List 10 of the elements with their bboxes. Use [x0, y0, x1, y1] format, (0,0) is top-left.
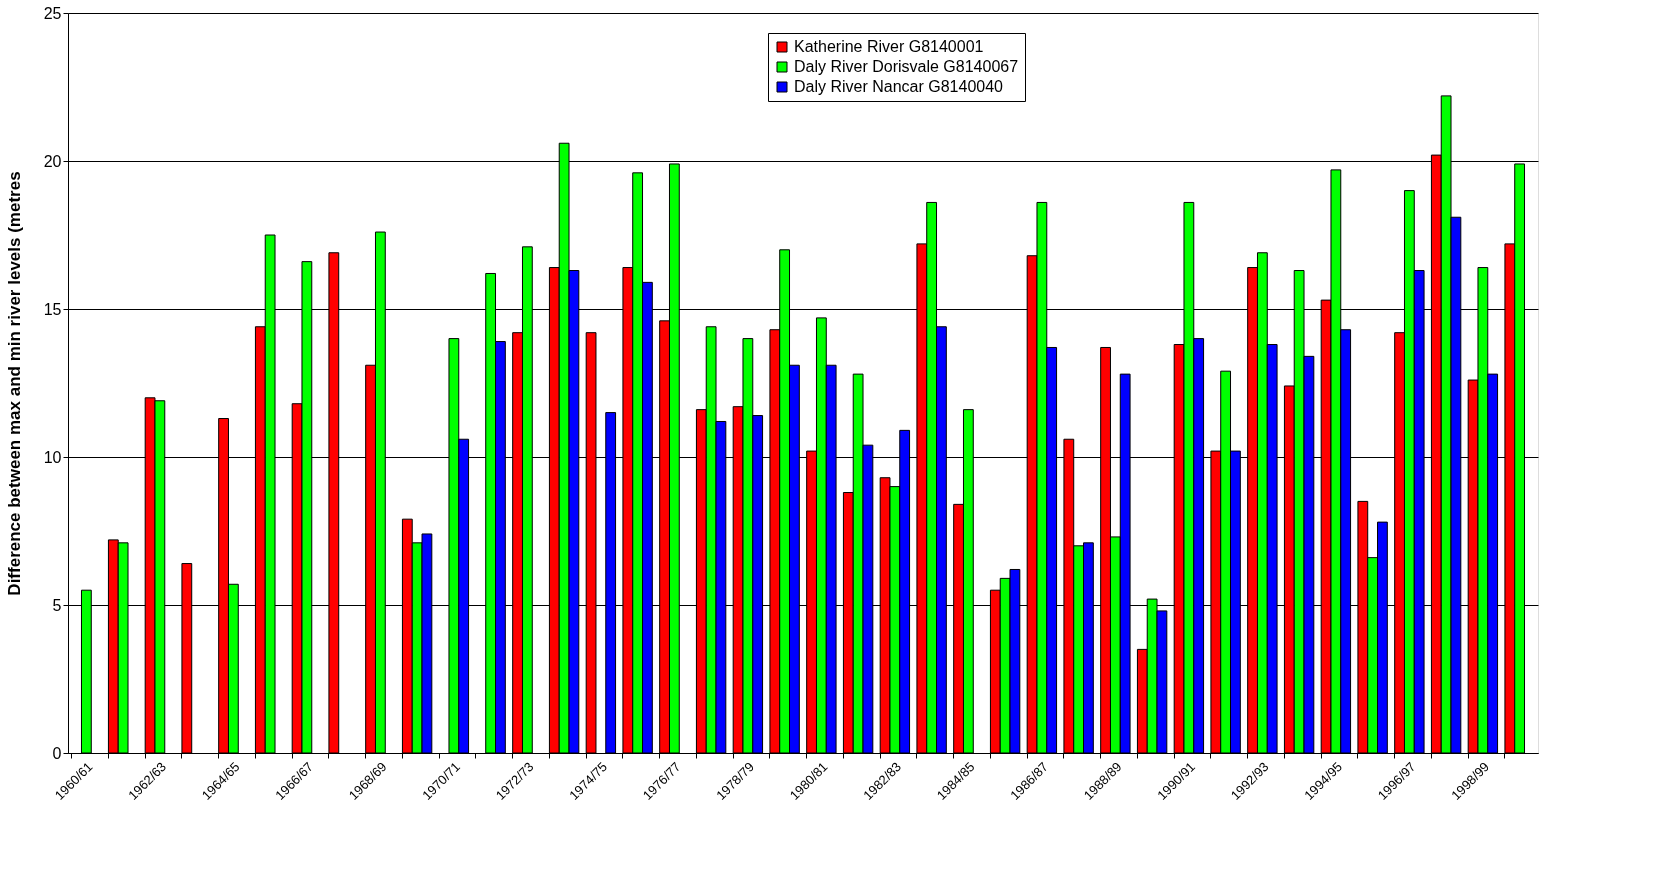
y-tick-label: 0	[52, 744, 62, 762]
y-tick-label: 5	[52, 596, 62, 614]
y-tick-label: 25	[43, 4, 62, 22]
y-tick-label: 20	[43, 152, 62, 170]
y-tick-label: 10	[43, 448, 62, 466]
legend-label: Katherine River G8140001	[794, 38, 984, 55]
legend-label: Daly River Dorisvale G8140067	[794, 58, 1019, 75]
y-tick-label: 15	[43, 300, 62, 318]
y-axis-title: Difference between max and min river levels (metres	[4, 171, 24, 596]
legend-label: Daly River Nancar G8140040	[794, 78, 1004, 95]
